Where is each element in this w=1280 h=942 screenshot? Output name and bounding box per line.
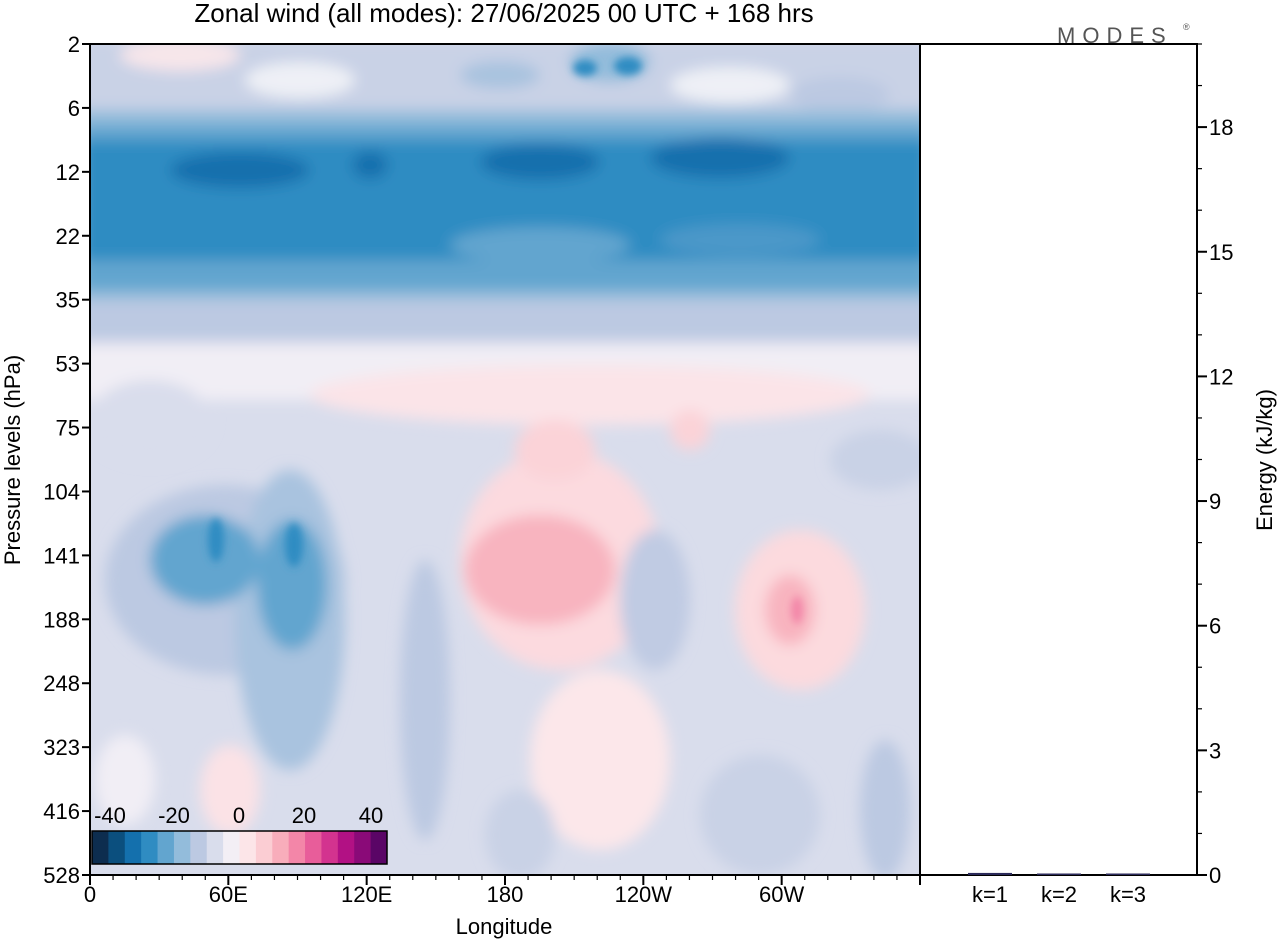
bar-category-label: k=3: [1110, 882, 1146, 907]
pressure-tick-label: 528: [43, 863, 80, 888]
energy-tick-label: 12: [1209, 364, 1233, 389]
energy-tick-label: 18: [1209, 115, 1233, 140]
colorbar-swatch: [124, 831, 142, 864]
longitude-tick-label: 60W: [759, 882, 804, 907]
colorbar-swatch: [141, 831, 159, 864]
pressure-tick-label: 416: [43, 799, 80, 824]
bar-category-label: k=2: [1041, 882, 1077, 907]
colorbar-tick-label: 40: [359, 803, 383, 828]
energy-tick-label: 0: [1209, 863, 1221, 888]
colorbar-swatch: [108, 831, 126, 864]
energy-axis: 0 3 6 9 12 15 18: [1197, 43, 1233, 888]
colorbar: -40 -20 0 20 40: [91, 803, 388, 865]
colorbar-tick-label: -20: [158, 803, 190, 828]
bar-category-label: k=1: [972, 882, 1008, 907]
longitude-tick-label: 60E: [209, 882, 248, 907]
y-axis-label: Pressure levels (hPa): [0, 355, 25, 565]
longitude-tick-label: 0: [84, 882, 96, 907]
longitude-axis: 0 60E 120E 180 120W 60W: [84, 875, 921, 907]
colorbar-swatch: [370, 831, 388, 864]
x-axis-label: Longitude: [456, 914, 553, 939]
energy-bar: [968, 872, 1012, 875]
pressure-tick-label: 75: [56, 416, 80, 441]
pressure-tick-label: 248: [43, 671, 80, 696]
longitude-tick-label: 120W: [615, 882, 673, 907]
colorbar-tick-label: 0: [233, 803, 245, 828]
colorbar-swatch: [92, 831, 109, 864]
colorbar-tick-label: -40: [94, 803, 126, 828]
pressure-axis: 2 6 12 22 35 53 75 104 141 188 248 323 416 528: [43, 32, 90, 888]
pressure-tick-label: 53: [56, 352, 80, 377]
energy-tick-label: 6: [1209, 614, 1221, 639]
registered-mark: ®: [1183, 22, 1190, 32]
colorbar-tick-label: 20: [292, 803, 316, 828]
energy-tick-label: 15: [1209, 240, 1233, 265]
wind-field: [90, 44, 920, 875]
energy-bar: [1037, 873, 1081, 875]
colorbar-swatch: [288, 831, 306, 864]
energy-tick-label: 9: [1209, 489, 1221, 514]
pressure-tick-label: 188: [43, 607, 80, 632]
pressure-tick-label: 22: [56, 224, 80, 249]
pressure-tick-label: 6: [68, 96, 80, 121]
colorbar-swatch: [190, 831, 208, 864]
colorbar-swatch: [173, 831, 191, 864]
colorbar-swatch: [157, 831, 175, 864]
energy-bar: [1106, 873, 1150, 875]
colorbar-swatch: [255, 831, 273, 864]
colorbar-swatch: [337, 831, 355, 864]
colorbar-swatch: [354, 831, 372, 864]
energy-axis-label: Energy (kJ/kg): [1252, 389, 1277, 531]
pressure-tick-label: 323: [43, 735, 80, 760]
colorbar-swatch: [321, 831, 339, 864]
colorbar-swatch: [272, 831, 290, 864]
colorbar-swatch: [206, 831, 224, 864]
energy-tick-label: 3: [1209, 738, 1221, 763]
energy-bars: k=1 k=2 k=3: [968, 872, 1150, 907]
colorbar-frame: [91, 830, 388, 865]
longitude-tick-label: 120E: [341, 882, 392, 907]
colorbar-swatch: [223, 831, 240, 864]
pressure-tick-label: 104: [43, 479, 80, 504]
longitude-tick-label: 180: [487, 882, 524, 907]
pressure-tick-label: 12: [56, 160, 80, 185]
bar-panel-frame: [919, 43, 1198, 876]
pressure-tick-label: 2: [68, 32, 80, 57]
chart-title: Zonal wind (all modes): 27/06/2025 00 UT…: [194, 0, 813, 28]
colorbar-swatch: [305, 831, 322, 864]
pressure-tick-label: 35: [56, 288, 80, 313]
colorbar-swatch: [239, 831, 257, 864]
pressure-tick-label: 141: [43, 543, 80, 568]
